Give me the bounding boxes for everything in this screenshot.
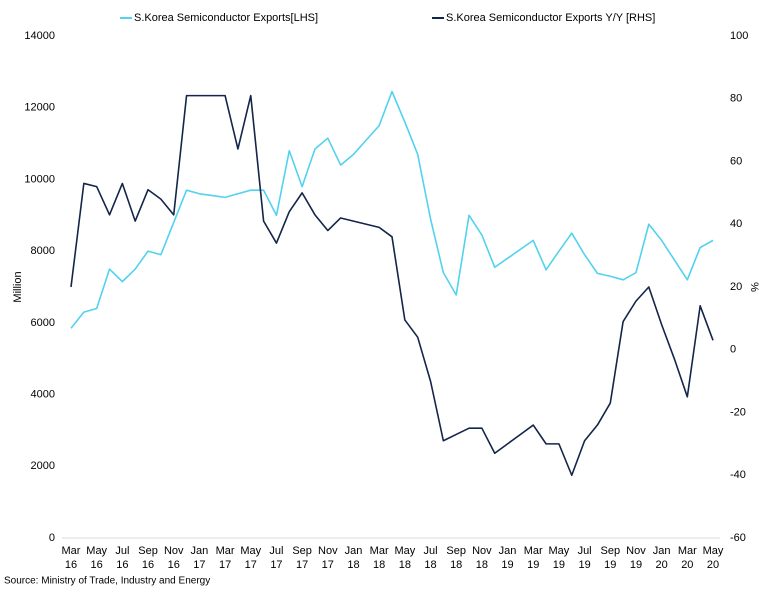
- x-tick-label: May 20: [703, 545, 724, 571]
- x-tick-label: Nov 19: [626, 545, 646, 571]
- y2-tick-label: 100: [730, 30, 748, 42]
- series-line: [70, 90, 714, 329]
- source-note: Source: Ministry of Trade, Industry and …: [4, 576, 210, 587]
- y2-tick-label: 20: [730, 281, 742, 293]
- y-tick-label: 0: [49, 532, 55, 544]
- x-tick-label: Jan 18: [345, 545, 363, 571]
- y-tick-label: 8000: [31, 245, 55, 257]
- x-tick-label: Sep 18: [446, 545, 466, 571]
- x-tick-label: Sep 19: [600, 545, 620, 571]
- y2-tick-label: -60: [730, 532, 746, 544]
- x-tick-label: Mar 19: [524, 545, 543, 571]
- x-tick-label: May 19: [549, 545, 570, 571]
- x-tick-label: Nov 16: [164, 545, 184, 571]
- y2-tick-label: 60: [730, 155, 742, 167]
- x-tick-label: Jan 17: [191, 545, 209, 571]
- y-tick-label: 10000: [24, 173, 55, 185]
- x-tick-label: Jan 19: [499, 545, 517, 571]
- y-tick-label: 6000: [31, 317, 55, 329]
- x-tick-label: May 16: [86, 545, 107, 571]
- x-tick-label: Mar 17: [216, 545, 235, 571]
- y-tick-label: 2000: [31, 460, 55, 472]
- x-tick-label: Sep 16: [138, 545, 158, 571]
- y2-tick-label: 40: [730, 218, 742, 230]
- y2-tick-label: 0: [730, 344, 736, 356]
- y2-tick-label: -20: [730, 406, 746, 418]
- y2-tick-label: -40: [730, 469, 746, 481]
- x-tick-label: Mar 18: [370, 545, 389, 571]
- x-tick-label: Jan 20: [653, 545, 671, 571]
- x-tick-label: Mar 16: [62, 545, 81, 571]
- x-tick-label: Jul 16: [115, 545, 129, 571]
- y-tick-label: 4000: [31, 388, 55, 400]
- y-tick-label: 14000: [24, 30, 55, 42]
- x-tick-label: Jul 18: [423, 545, 437, 571]
- y2-axis-label: %: [748, 282, 760, 292]
- x-tick-label: Nov 18: [472, 545, 492, 571]
- y-axis-label: Million: [12, 271, 24, 302]
- x-tick-label: Nov 17: [318, 545, 338, 571]
- series-line: [70, 94, 714, 477]
- x-tick-label: Jul 19: [578, 545, 592, 571]
- legend-label: S.Korea Semiconductor Exports Y/Y [RHS]: [446, 12, 655, 24]
- legend-label: S.Korea Semiconductor Exports[LHS]: [134, 12, 318, 24]
- x-tick-label: Mar 20: [678, 545, 697, 571]
- y-tick-label: 12000: [24, 102, 55, 114]
- x-tick-label: May 18: [394, 545, 415, 571]
- y2-tick-label: 80: [730, 93, 742, 105]
- x-tick-label: Sep 17: [292, 545, 312, 571]
- x-tick-label: May 17: [240, 545, 261, 571]
- x-tick-label: Jul 17: [269, 545, 283, 571]
